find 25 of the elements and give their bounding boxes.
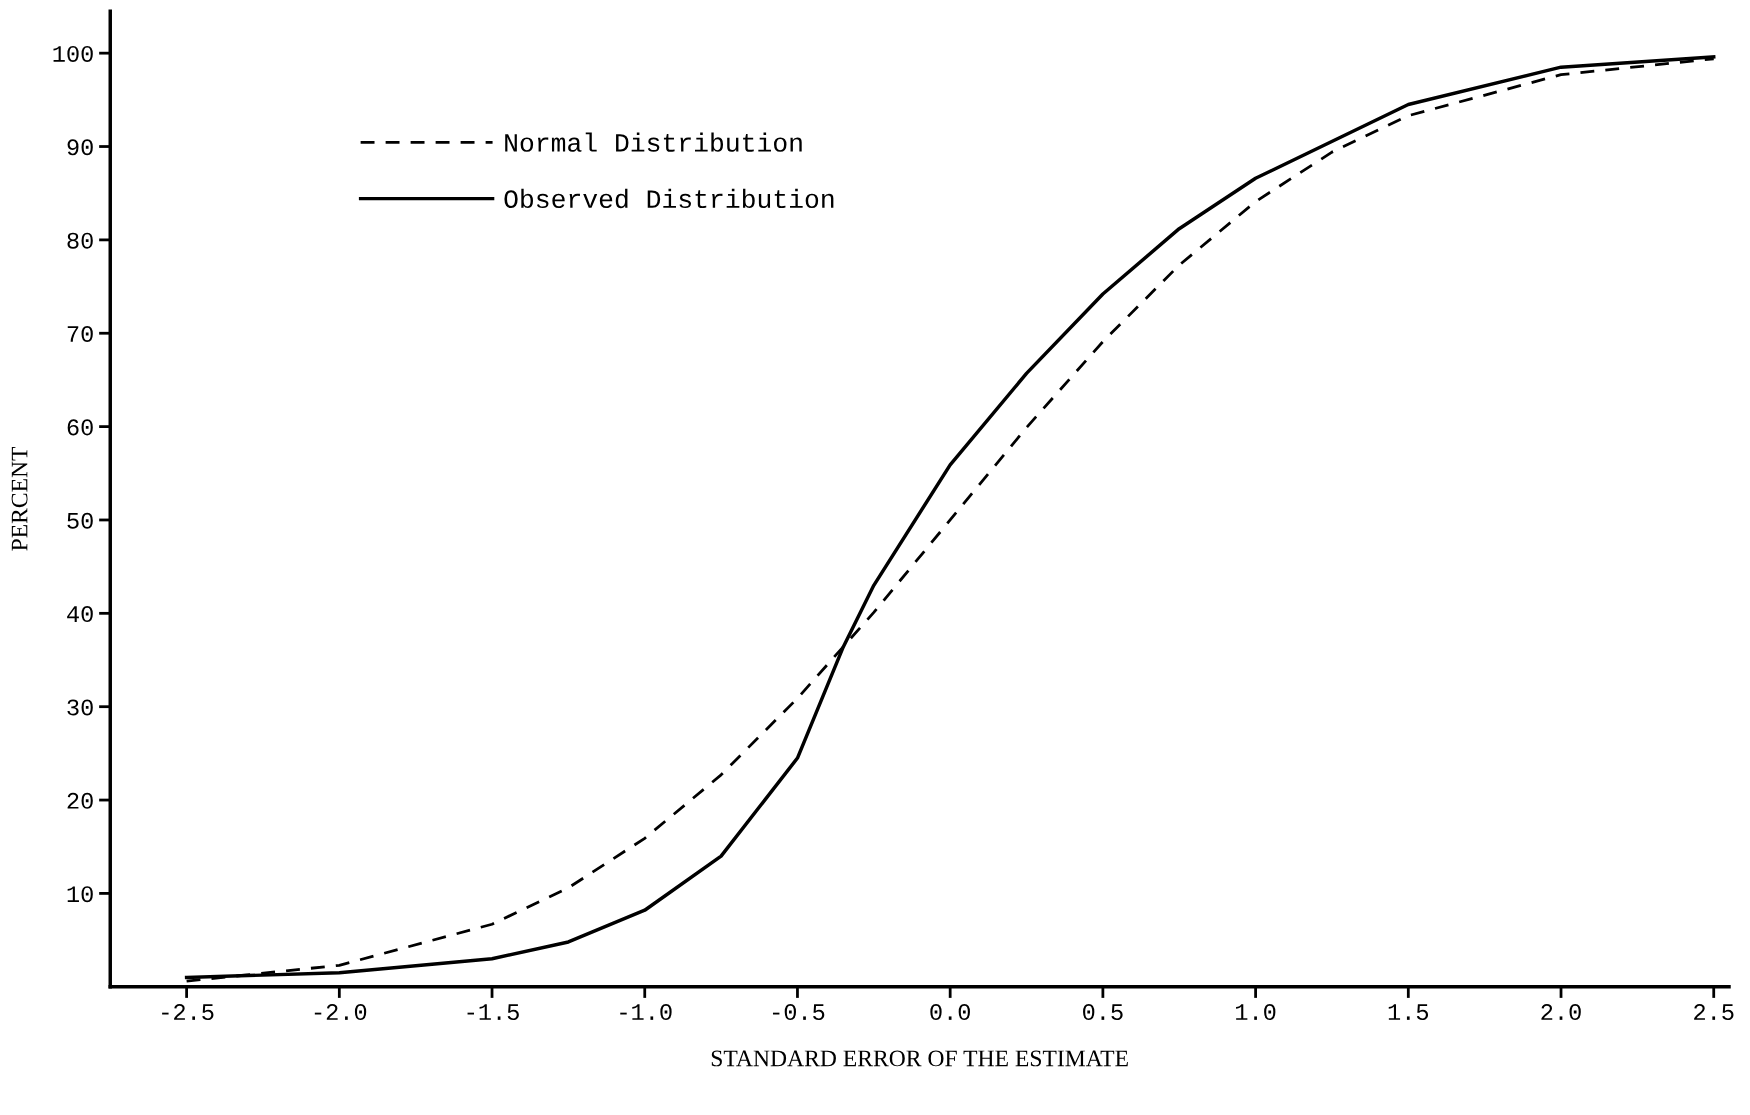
x-tick-label: -2.5	[162, 1004, 214, 1021]
y-tick-label: 100	[53, 45, 93, 62]
legend-label: Observed Distribution	[504, 188, 834, 209]
x-tick-label: 0.5	[1083, 1004, 1123, 1021]
y-tick-label: 50	[67, 512, 93, 529]
x-tick-label: 2.5	[1694, 1004, 1734, 1021]
x-tick-label: -1.5	[467, 1004, 519, 1021]
x-tick-label: 1.5	[1388, 1004, 1429, 1021]
x-tick-label: -1.0	[620, 1004, 672, 1021]
x-axis-title: STANDARD ERROR OF THE ESTIMATE	[711, 1050, 1128, 1067]
y-tick-label: 80	[67, 232, 93, 249]
x-tick-label: -0.5	[772, 1004, 825, 1021]
y-tick-label: 10	[67, 886, 93, 903]
y-tick-label: 70	[67, 326, 93, 343]
x-tick-label: 2.0	[1541, 1004, 1581, 1021]
x-tick-label: -2.0	[314, 1004, 367, 1021]
x-tick-label: 1.0	[1236, 1004, 1276, 1021]
y-tick-label: 40	[67, 606, 93, 623]
y-tick-label: 30	[67, 699, 93, 716]
y-tick-label: 60	[67, 419, 93, 436]
y-axis-title: PERCENT	[11, 446, 28, 551]
x-tick-label: 0.0	[930, 1004, 970, 1021]
y-tick-label: 90	[67, 139, 93, 156]
legend-label: Normal Distribution	[505, 132, 802, 152]
y-tick-label: 20	[67, 792, 93, 809]
